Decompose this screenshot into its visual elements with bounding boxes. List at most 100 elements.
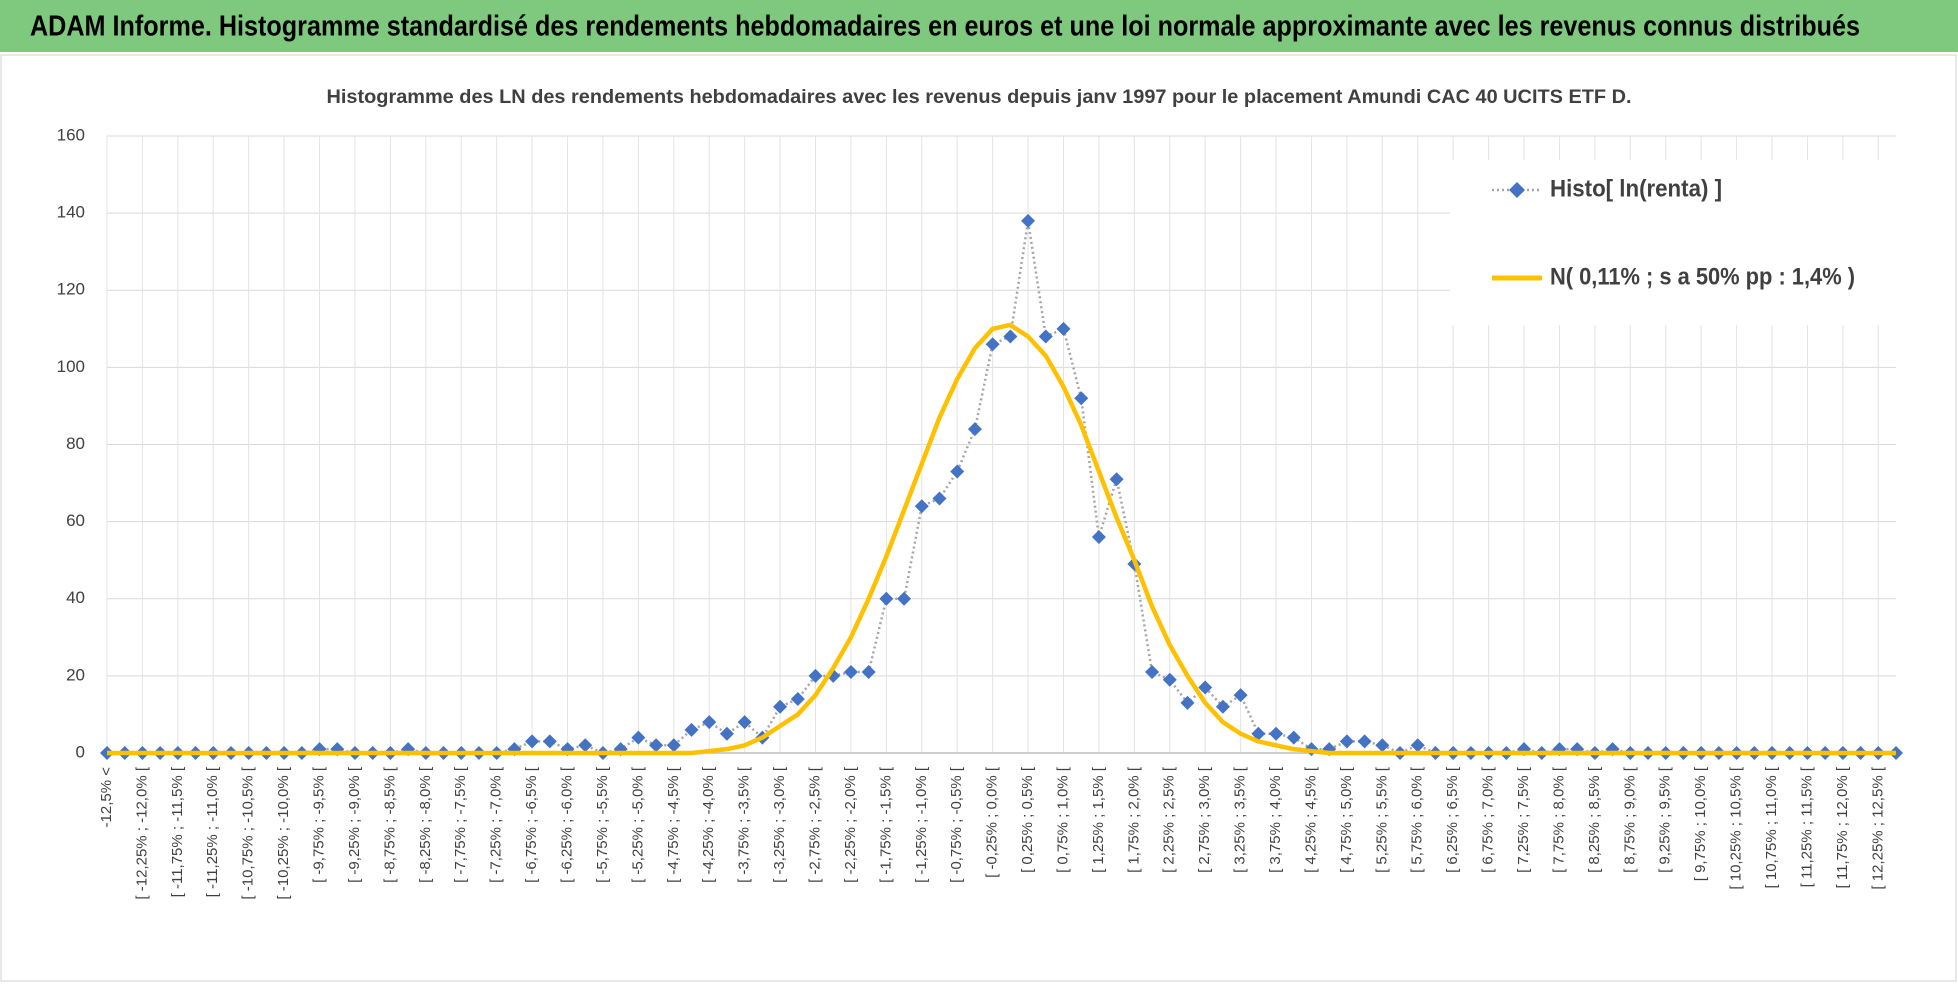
- data-point: [808, 668, 823, 683]
- y-tick-label: 100: [57, 357, 85, 376]
- x-tick-label: -12,5% <: [98, 767, 115, 828]
- data-point: [719, 726, 734, 741]
- legend-label: Histo[ ln(renta) ]: [1550, 175, 1722, 202]
- x-tick-label: [ 9,25% ; 9,5% [: [1657, 766, 1674, 873]
- legend-marker: [1509, 182, 1525, 198]
- x-tick-label: [ -11,25% ; -11,0% [: [204, 766, 221, 897]
- x-tick-label: [ 10,25% ; 10,5% [: [1728, 766, 1745, 889]
- x-tick-label: [ -5,75% ; -5,5% [: [594, 766, 611, 883]
- x-tick-label: [ 6,25% ; 6,5% [: [1444, 766, 1461, 873]
- data-point: [914, 499, 929, 514]
- header-title: ADAM Informe. Histogramme standardisé de…: [30, 11, 1860, 43]
- x-tick-label: [ 9,75% ; 10,0% [: [1692, 766, 1709, 881]
- data-point: [542, 734, 557, 749]
- x-tick-label: [ -2,25% ; -2,0% [: [842, 766, 859, 883]
- x-tick-label: [ 3,75% ; 4,0% [: [1267, 766, 1284, 873]
- x-tick-label: [ -3,25% ; -3,0% [: [771, 766, 788, 883]
- x-tick-label: [ -6,75% ; -6,5% [: [523, 766, 540, 883]
- data-point: [1286, 730, 1301, 745]
- y-tick-label: 120: [57, 280, 85, 299]
- x-tick-label: [ 11,75% ; 12,0% [: [1834, 766, 1851, 888]
- data-point: [1269, 726, 1284, 741]
- x-tick-label: [ -9,25% ; -9,0% [: [346, 766, 363, 883]
- x-tick-label: [ -7,75% ; -7,5% [: [452, 766, 469, 883]
- data-point: [861, 665, 876, 680]
- y-tick-label: 80: [66, 434, 85, 453]
- y-tick-label: 0: [76, 742, 85, 761]
- data-point: [737, 715, 752, 730]
- data-point: [684, 722, 699, 737]
- x-tick-label: [ -5,25% ; -5,0% [: [629, 766, 646, 883]
- data-point: [950, 464, 965, 479]
- x-tick-label: [ -1,25% ; -1,0% [: [913, 766, 930, 883]
- y-tick-label: 140: [57, 203, 85, 222]
- data-point: [1091, 530, 1106, 545]
- x-tick-label: [ 0,75% ; 1,0% [: [1054, 766, 1071, 873]
- data-point: [1251, 726, 1266, 741]
- chart-frame: [0, 54, 1957, 982]
- x-tick-label: [ 4,25% ; 4,5% [: [1302, 766, 1319, 873]
- legend-box: [1450, 160, 1920, 325]
- data-point: [1410, 738, 1425, 753]
- x-tick-label: [ -6,25% ; -6,0% [: [559, 766, 576, 883]
- data-point: [1198, 680, 1213, 695]
- x-tick-label: [ 8,25% ; 8,5% [: [1586, 766, 1603, 873]
- x-tick-label: [ 2,25% ; 2,5% [: [1161, 766, 1178, 873]
- data-point: [773, 699, 788, 714]
- x-tick-label: [ 8,75% ; 9,0% [: [1621, 766, 1638, 873]
- x-tick-label: [ -1,75% ; -1,5% [: [877, 766, 894, 883]
- y-tick-label: 40: [66, 588, 85, 607]
- x-tick-label: [ 7,75% ; 8,0% [: [1550, 766, 1567, 873]
- data-point: [1215, 699, 1230, 714]
- data-point: [631, 730, 646, 745]
- x-tick-label: [ 12,25% ; 12,5% [: [1869, 766, 1886, 889]
- data-point: [1375, 738, 1390, 753]
- x-tick-label: [ 1,75% ; 2,0% [: [1125, 766, 1142, 873]
- x-tick-label: [ -0,25% ; 0,0% [: [984, 766, 1001, 878]
- data-point: [790, 692, 805, 707]
- data-point: [1056, 321, 1071, 336]
- data-point: [932, 491, 947, 506]
- x-tick-label: [ -10,75% ; -10,5% [: [240, 766, 257, 899]
- data-point: [879, 591, 894, 606]
- data-point: [1021, 213, 1036, 228]
- data-point: [1074, 391, 1089, 406]
- x-tick-label: [ 4,75% ; 5,0% [: [1338, 766, 1355, 873]
- x-tick-label: [ -0,75% ; -0,5% [: [948, 766, 965, 883]
- data-point: [1003, 329, 1018, 344]
- x-tick-label: [ -8,25% ; -8,0% [: [417, 766, 434, 883]
- series-line: [107, 322, 1896, 756]
- x-tick-label: [ -2,75% ; -2,5% [: [806, 766, 823, 883]
- x-tick-label: [ 6,75% ; 7,0% [: [1480, 766, 1497, 873]
- x-tick-label: [ 7,25% ; 7,5% [: [1515, 766, 1532, 873]
- x-tick-label: [ 5,25% ; 5,5% [: [1373, 766, 1390, 873]
- x-tick-label: [ -11,75% ; -11,5% [: [169, 766, 186, 897]
- data-point: [843, 665, 858, 680]
- x-tick-label: [ 1,25% ; 1,5% [: [1090, 766, 1107, 873]
- x-tick-label: [ -7,25% ; -7,0% [: [488, 766, 505, 883]
- data-point: [1162, 672, 1177, 687]
- data-point: [1180, 695, 1195, 710]
- data-point: [702, 715, 717, 730]
- data-point: [1357, 734, 1372, 749]
- header-bar: [0, 0, 1958, 52]
- chart-title: Histogramme des LN des rendements hebdom…: [327, 87, 1632, 108]
- data-point: [1145, 665, 1160, 680]
- data-point: [649, 738, 664, 753]
- data-point: [525, 734, 540, 749]
- legend-label: N( 0,11% ; s a 50% pp : 1,4% ): [1550, 263, 1855, 290]
- x-tick-label: [ 11,25% ; 11,5% [: [1798, 766, 1815, 887]
- data-point: [666, 738, 681, 753]
- data-point: [578, 738, 593, 753]
- x-tick-label: [ -10,25% ; -10,0% [: [275, 766, 292, 899]
- data-point: [967, 422, 982, 437]
- data-point: [1109, 472, 1124, 487]
- x-tick-label: [ 3,25% ; 3,5% [: [1232, 766, 1249, 873]
- x-tick-label: [ -4,25% ; -4,0% [: [700, 766, 717, 883]
- data-point: [1038, 329, 1053, 344]
- x-tick-label: [ 10,75% ; 11,0% [: [1763, 766, 1780, 888]
- x-tick-label: [ -12,25% ; -12,0% [: [133, 766, 150, 899]
- x-tick-label: [ 2,75% ; 3,0% [: [1196, 766, 1213, 873]
- y-tick-label: 160: [57, 125, 85, 144]
- x-tick-label: [ -4,75% ; -4,5% [: [665, 766, 682, 883]
